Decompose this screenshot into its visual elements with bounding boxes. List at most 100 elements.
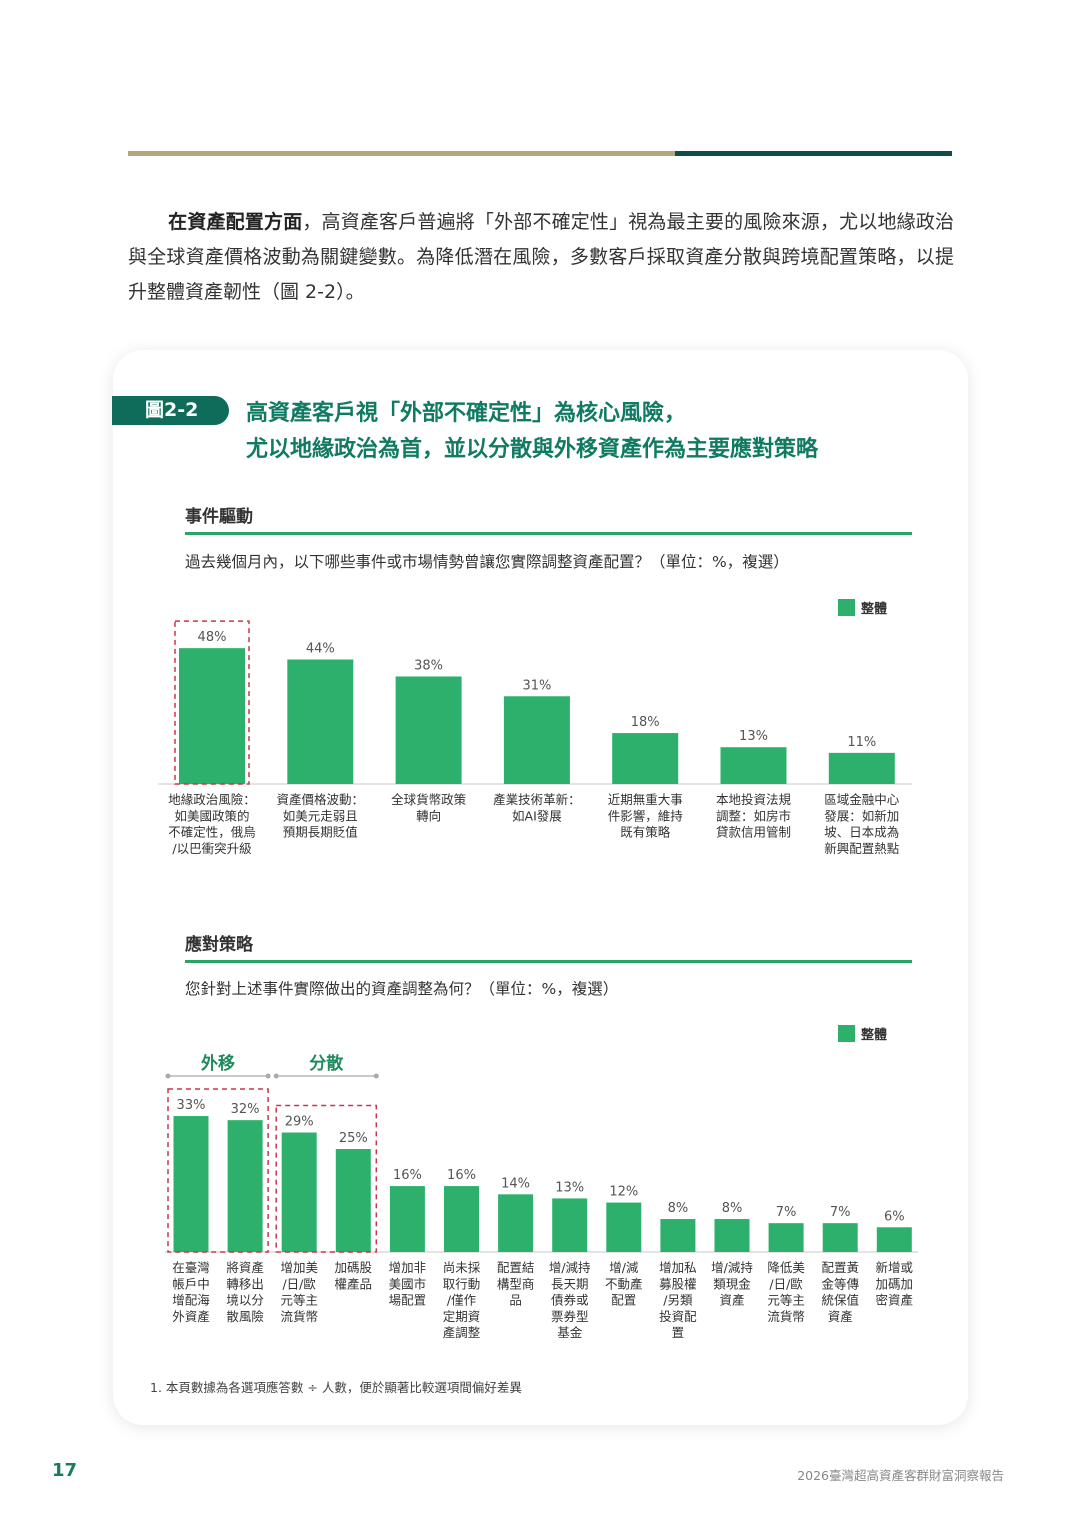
- category-label-6: 本地投資法規: [716, 792, 792, 807]
- value-label-2: 44%: [306, 641, 335, 656]
- category-label-11: 類現金: [713, 1276, 751, 1291]
- value-label-1: 48%: [198, 630, 227, 645]
- category-label-6: /僅作: [447, 1293, 477, 1308]
- value-label-6: 13%: [739, 729, 768, 744]
- category-label-12: 降低美: [767, 1260, 805, 1275]
- value-label-14: 6%: [884, 1209, 905, 1224]
- group-bracket-end: [165, 1073, 171, 1079]
- value-label-11: 8%: [722, 1201, 743, 1216]
- footnote: 1. 本頁數據為各選項應答數 ÷ 人數，便於顯著比較選項間偏好差異: [150, 1380, 522, 1395]
- category-label-6: 尚未採: [443, 1260, 481, 1275]
- bar-9: [606, 1202, 642, 1252]
- group-label-2: 分散: [309, 1053, 344, 1074]
- category-label-14: 密資產: [876, 1293, 914, 1308]
- category-label-2: 預期長期貶值: [283, 825, 358, 840]
- figure-title: 高資產客戶視「外部不確定性」為核心風險， 尤以地緣政治為首，並以分散與外移資產作…: [246, 396, 818, 468]
- value-label-4: 31%: [522, 678, 551, 693]
- category-label-5: 增加非: [389, 1260, 427, 1275]
- value-label-3: 29%: [285, 1115, 314, 1130]
- category-label-2: 資產價格波動：: [277, 792, 365, 807]
- figure-tag: 圖2-2: [112, 396, 229, 425]
- category-label-3: 增加美: [280, 1260, 318, 1275]
- category-label-1: 在臺灣: [172, 1260, 210, 1275]
- category-label-2: 境以分: [226, 1293, 264, 1308]
- category-label-5: 既有策略: [620, 825, 671, 840]
- category-label-6: 取行動: [443, 1276, 481, 1291]
- category-label-7: 配置結: [497, 1260, 535, 1275]
- category-label-5: 近期無重大事: [608, 792, 683, 807]
- value-label-5: 16%: [393, 1168, 422, 1183]
- bar-1: [173, 1116, 209, 1252]
- bar-3: [281, 1132, 317, 1252]
- category-label-5: 件影響，維持: [608, 808, 683, 823]
- value-label-2: 32%: [231, 1102, 260, 1117]
- category-label-10: 投資配: [659, 1309, 697, 1324]
- bar-13: [822, 1223, 858, 1252]
- strategy-heading: 應對策略: [185, 935, 253, 955]
- category-label-1: 不確定性，俄烏: [168, 825, 256, 840]
- category-label-3: 流貨幣: [280, 1309, 318, 1324]
- category-label-3: /日/歐: [282, 1276, 316, 1291]
- category-label-2: 將資產: [226, 1260, 264, 1275]
- category-label-6: 產調整: [443, 1325, 481, 1340]
- category-label-1: 增配海: [172, 1293, 210, 1308]
- category-label-4: 產業技術革新：: [493, 792, 581, 807]
- category-label-7: 坡、日本成為: [824, 825, 899, 840]
- group-bracket-end: [273, 1073, 279, 1079]
- bar-14: [876, 1227, 912, 1252]
- bar-2: [287, 659, 354, 784]
- category-label-2: 如美元走弱且: [283, 808, 358, 823]
- bar-5: [389, 1186, 425, 1252]
- legend-swatch: [838, 1025, 855, 1042]
- value-label-1: 33%: [177, 1098, 206, 1113]
- category-label-3: 轉向: [416, 808, 441, 823]
- category-label-3: 全球貨幣政策: [391, 792, 467, 807]
- intro-paragraph: 在資產配置方面，高資產客戶普遍將「外部不確定性」視為最主要的風險來源，尤以地緣政…: [128, 205, 954, 310]
- events-question: 過去幾個月內，以下哪些事件或市場情勢曾讓您實際調整資產配置？（單位：%，複選）: [185, 553, 789, 571]
- category-label-13: 資產: [828, 1309, 853, 1324]
- category-label-2: 散風險: [226, 1309, 264, 1324]
- category-label-7: 品: [509, 1293, 522, 1308]
- category-label-8: 基金: [557, 1325, 583, 1340]
- category-label-1: 地緣政治風險：: [168, 792, 256, 807]
- value-label-12: 7%: [776, 1205, 797, 1220]
- category-label-4: 如AI發展: [512, 808, 562, 823]
- report-title: 2026臺灣超高資產客群財富洞察報告: [797, 1468, 1004, 1483]
- bar-2: [227, 1120, 263, 1252]
- category-label-13: 配置黃: [821, 1260, 859, 1275]
- category-label-14: 新增或: [876, 1260, 914, 1275]
- value-label-5: 18%: [631, 715, 660, 730]
- value-label-9: 12%: [609, 1185, 638, 1200]
- category-label-10: 置: [672, 1325, 685, 1340]
- bar-8: [552, 1198, 588, 1252]
- bar-3: [395, 676, 462, 784]
- category-label-11: 資產: [719, 1293, 744, 1308]
- value-label-3: 38%: [414, 658, 443, 673]
- strategy-question: 您針對上述事件實際做出的資產調整為何？（單位：%，複選）: [185, 980, 619, 998]
- bar-1: [179, 648, 245, 784]
- category-label-8: 增/減持: [549, 1260, 591, 1275]
- value-label-10: 8%: [668, 1201, 689, 1216]
- legend-label: 整體: [861, 602, 888, 617]
- value-label-4: 25%: [339, 1131, 368, 1146]
- group-bracket-end: [373, 1073, 379, 1079]
- top-divider-gold: [128, 151, 675, 156]
- category-label-6: 定期資: [443, 1309, 481, 1324]
- events-heading: 事件驅動: [185, 507, 253, 527]
- intro-lead: 在資產配置方面: [168, 211, 303, 233]
- category-label-5: 場配置: [389, 1293, 427, 1308]
- category-label-4: 權產品: [335, 1276, 373, 1291]
- bar-7: [498, 1194, 534, 1252]
- category-label-7: 新興配置熱點: [824, 841, 899, 856]
- strategy-rule: [185, 960, 912, 963]
- category-label-7: 構型商: [497, 1276, 535, 1291]
- value-label-13: 7%: [830, 1205, 851, 1220]
- category-label-3: 元等主: [280, 1293, 318, 1308]
- group-label-1: 外移: [201, 1053, 235, 1074]
- top-divider-teal: [675, 151, 952, 156]
- category-label-6: 調整：如房市: [716, 808, 791, 823]
- group-box-2: [275, 1104, 378, 1253]
- intro-text: ，高資產客戶普遍將「外部不確定性」視為最主要的風險來源，尤以地緣政治與全球資產價…: [128, 211, 954, 303]
- category-label-12: 元等主: [767, 1293, 805, 1308]
